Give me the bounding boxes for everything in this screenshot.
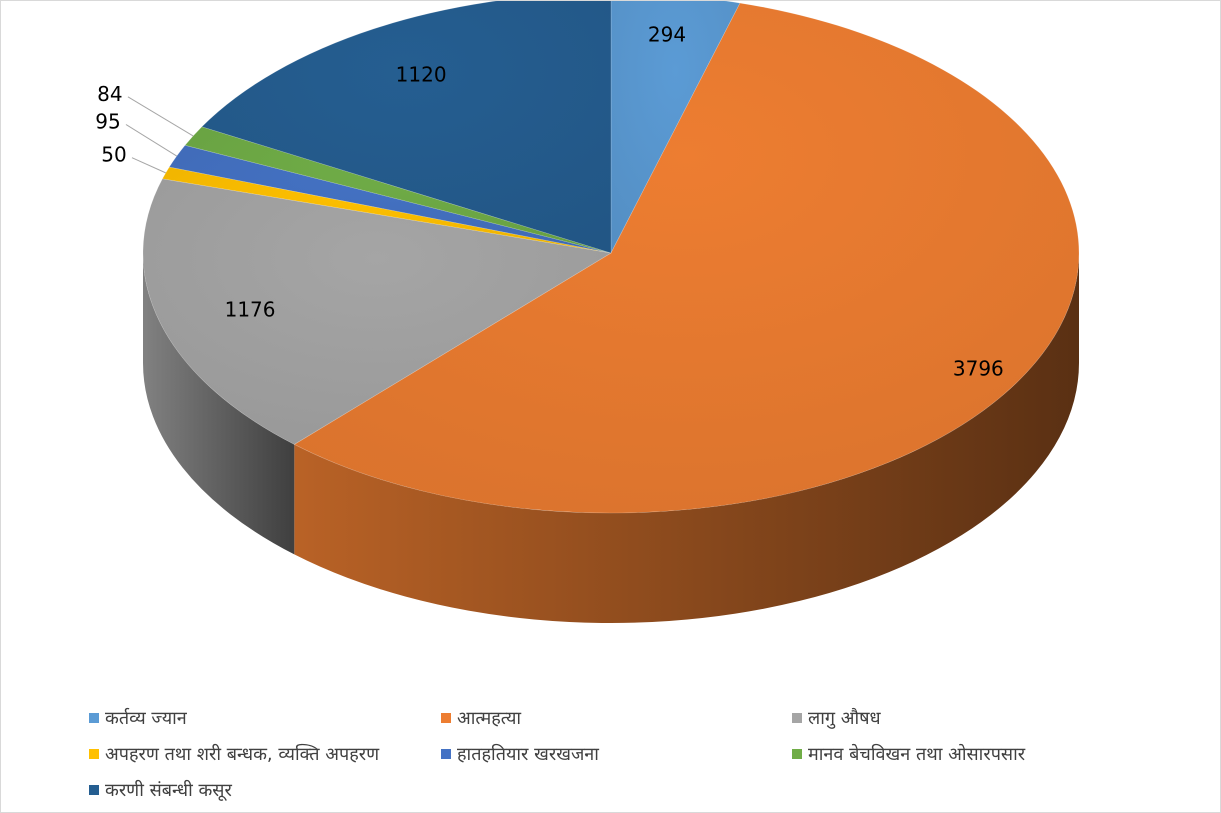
leader-lines [125,96,194,174]
data-label-apaharan: 50 [101,143,126,167]
legend-swatch [792,749,802,759]
leader-line-hathatiyar [125,124,178,157]
slice-apaharan [162,166,612,254]
legend-item-manav-bechbikhan: मानव बेचविखन तथा ओसारपसार [792,742,1025,766]
data-label-kartavya-jyan: 294 [648,23,686,47]
legend-swatch [89,749,99,759]
legend-swatch [441,749,451,759]
legend-label: कर्तव्य ज्यान [105,708,187,729]
legend-swatch [89,785,99,795]
data-label-manav-bechbikhan: 84 [97,82,122,106]
legend-swatch [441,713,451,723]
slice-karani [201,1,612,254]
legend-item-karani: करणी संबन्धी कसूर [89,778,232,802]
legend-item-kartavya-jyan: कर्तव्य ज्यान [89,706,187,730]
legend-item-apaharan: अपहरण तथा शरी बन्धक, व्यक्ति अपहरण [89,742,379,766]
slice-atmahatya [293,2,1080,514]
data-label-hathatiyar: 95 [95,109,120,133]
leader-line-manav-bechbikhan [127,96,194,137]
slice-kartavya-jyan [610,1,741,254]
legend-label: लागु औषध [808,708,881,729]
slice-side-atmahatya [294,253,1080,624]
pie-chart: 294 3796 1176 50 95 84 1120 [95,1,1080,624]
slice-manav-bechbikhan [184,126,612,254]
legend-item-atmahatya: आत्महत्या [441,706,521,730]
legend-swatch [89,713,99,723]
legend-label: हातहतियार खरखजना [457,744,599,765]
legend-label: आत्महत्या [457,708,522,729]
legend-item-hathatiyar: हातहतियार खरखजना [441,742,599,766]
data-labels: 294 3796 1176 50 95 84 1120 [95,23,1004,381]
legend-label: अपहरण तथा शरी बन्धक, व्यक्ति अपहरण [105,744,380,765]
slice-side-lagu-aushadh [143,253,295,555]
pie-sides [143,253,1080,624]
legend-label: मानव बेचविखन तथा ओसारपसार [808,744,1026,765]
data-label-lagu-aushadh: 1176 [225,297,276,321]
legend-swatch [792,713,802,723]
pie-tops [142,1,1080,514]
slice-hathatiyar [168,144,612,254]
slice-lagu-aushadh [142,178,612,445]
legend-label: करणी संबन्धी कसूर [105,780,232,801]
data-label-atmahatya: 3796 [953,356,1004,380]
legend-item-lagu-aushadh: लागु औषध [792,706,881,730]
data-label-karani: 1120 [396,63,447,87]
leader-line-apaharan [131,157,166,174]
